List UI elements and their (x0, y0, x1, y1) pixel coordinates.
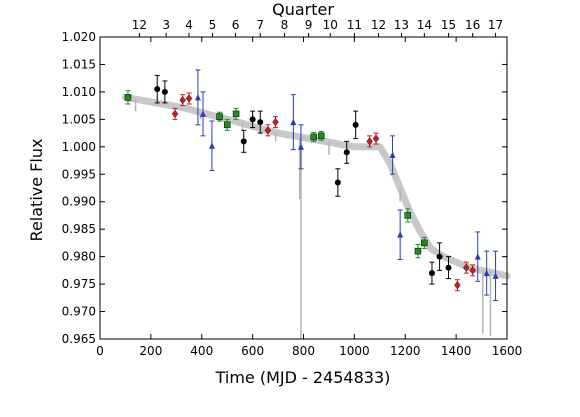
data-point-diamond (372, 134, 380, 143)
data-point-triangle (474, 253, 481, 260)
ticks-layer: 0 200 400 600 800 1000 1200 1400 1600 0.965 0.970 0… (62, 18, 523, 358)
data-point-square (232, 110, 240, 118)
y-tick-label: 0.970 (62, 305, 96, 319)
quarter-tick-label: 8 (281, 18, 289, 32)
data-point-circle (343, 149, 350, 156)
y-tick-label: 0.975 (62, 277, 96, 291)
data-point-circle (240, 138, 247, 145)
data-point-diamond (185, 94, 193, 103)
x-tick-label: 1400 (441, 344, 472, 358)
data-point-diamond (272, 117, 279, 127)
data-point-triangle (397, 231, 404, 238)
data-point-circle (445, 264, 452, 271)
data-point-triangle (208, 142, 215, 149)
quarter-tick-label: 12 (371, 18, 386, 32)
data-point-square (318, 132, 325, 140)
data-point-diamond (264, 126, 272, 135)
y-tick-label: 1.005 (62, 112, 96, 126)
data-point-circle (249, 116, 256, 123)
x-tick-label: 600 (241, 344, 264, 358)
data-point-triangle (194, 93, 201, 101)
x-tick-label: 800 (292, 344, 315, 358)
quarter-tick-label: 14 (417, 18, 432, 32)
gray-trend-band (121, 93, 511, 280)
data-point-circle (257, 119, 264, 126)
data-point-square (216, 113, 223, 120)
y-tick-label: 1.010 (62, 85, 96, 99)
data-point-circle (334, 179, 341, 186)
data-point-diamond (469, 266, 476, 275)
y-tick-label: 1.000 (62, 140, 96, 154)
y-tick-label: 0.990 (62, 195, 96, 209)
data-point-square (124, 94, 132, 101)
gray-trend-layer (121, 93, 511, 339)
data-point-diamond (463, 263, 470, 272)
x-tick-label: 1200 (390, 344, 421, 358)
data-point-diamond (179, 96, 186, 105)
y-tick-label: 1.015 (62, 57, 96, 71)
y-tick-label: 1.020 (62, 30, 96, 44)
data-point-circle (436, 253, 443, 260)
quarter-tick-label: 4 (185, 18, 193, 32)
x-tick-label: 400 (190, 344, 213, 358)
quarter-tick-label: 5 (209, 18, 217, 32)
y-axis-title: Relative Flux (27, 139, 46, 242)
data-point-diamond (366, 137, 373, 146)
x-axis-title: Time (MJD - 2454833) (215, 368, 391, 387)
quarter-tick-label: 6 (232, 18, 240, 32)
data-points-layer (124, 69, 499, 302)
data-point-triangle (483, 269, 490, 277)
data-point-triangle (492, 272, 499, 279)
y-tick-label: 0.995 (62, 167, 96, 181)
quarter-tick-label: 17 (488, 18, 503, 32)
data-point-circle (161, 88, 168, 95)
data-point-triangle (290, 118, 297, 126)
quarter-tick-label: 12 (132, 18, 147, 32)
quarter-tick-label: 11 (347, 18, 362, 32)
quarter-tick-label: 15 (441, 18, 456, 32)
y-tick-label: 0.980 (62, 250, 96, 264)
data-point-diamond (171, 109, 179, 118)
data-point-diamond (454, 281, 461, 290)
data-point-square (421, 239, 428, 247)
quarter-tick-label: 16 (465, 18, 480, 32)
y-tick-label: 0.965 (62, 332, 96, 346)
data-point-circle (428, 270, 435, 277)
data-point-square (404, 212, 412, 219)
data-point-circle (154, 86, 161, 93)
x-tick-label: 1000 (339, 344, 370, 358)
plot-frame (99, 36, 508, 340)
quarter-tick-label: 10 (323, 18, 338, 32)
x-tick-label: 1600 (492, 344, 523, 358)
data-point-square (414, 247, 422, 255)
data-point-triangle (297, 143, 304, 150)
data-point-circle (352, 121, 359, 128)
quarter-tick-label: 9 (305, 18, 313, 32)
x-tick-label: 0 (96, 344, 104, 358)
quarter-axis-title: Quarter (272, 0, 334, 19)
y-tick-label: 0.985 (62, 222, 96, 236)
quarter-tick-label: 3 (162, 18, 170, 32)
data-point-triangle (389, 151, 396, 159)
x-tick-label: 200 (139, 344, 162, 358)
quarter-tick-label: 7 (256, 18, 264, 32)
data-point-triangle (200, 110, 207, 117)
quarter-tick-label: 13 (394, 18, 409, 32)
data-point-square (223, 121, 231, 129)
data-point-square (310, 133, 317, 141)
